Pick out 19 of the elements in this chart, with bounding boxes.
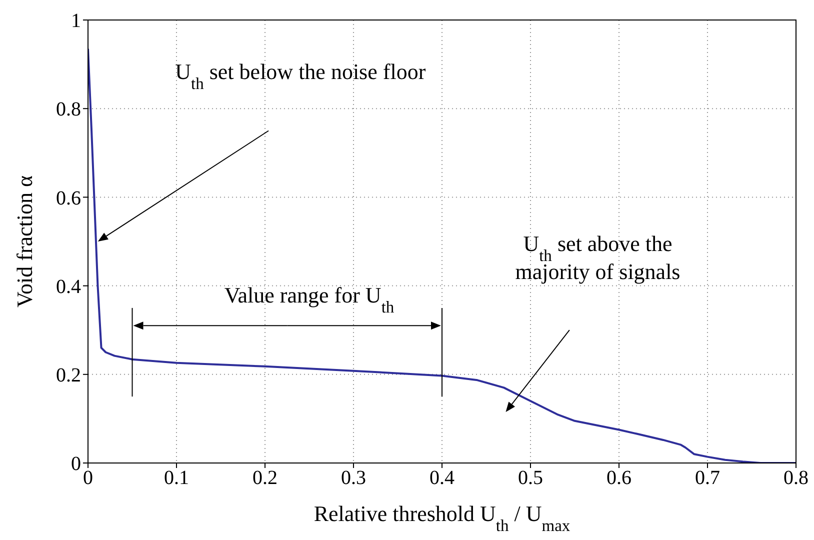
y-axis-title: Void fraction α	[12, 174, 37, 308]
y-tick-label: 0.8	[56, 98, 81, 121]
x-tick-label: 0.5	[518, 467, 543, 490]
x-tick-label: 0.4	[430, 467, 454, 490]
annotation: Value range for U$_{th}$	[224, 282, 395, 316]
y-tick-label: 1	[71, 10, 81, 32]
y-tick-label: 0.2	[56, 364, 81, 386]
x-tick-label: 0.6	[606, 467, 632, 490]
y-tick-label: 0	[71, 453, 81, 476]
x-tick-label: 0.8	[784, 467, 808, 490]
x-axis-title: Relative threshold U$_{th}$ / U$_{max}$	[314, 501, 571, 534]
x-tick-label: 0.2	[252, 467, 278, 490]
annotation: U$_{th}$ set below the noise floor	[175, 58, 426, 92]
y-tick-label: 0.6	[56, 187, 81, 210]
annotation: U$_{th}$ set above the majority of signals	[515, 231, 680, 284]
x-tick-label: 0.3	[341, 467, 366, 490]
x-tick-label: 0.7	[695, 467, 720, 490]
x-tick-label: 0.1	[164, 467, 189, 490]
y-tick-label: 0.4	[56, 276, 81, 298]
